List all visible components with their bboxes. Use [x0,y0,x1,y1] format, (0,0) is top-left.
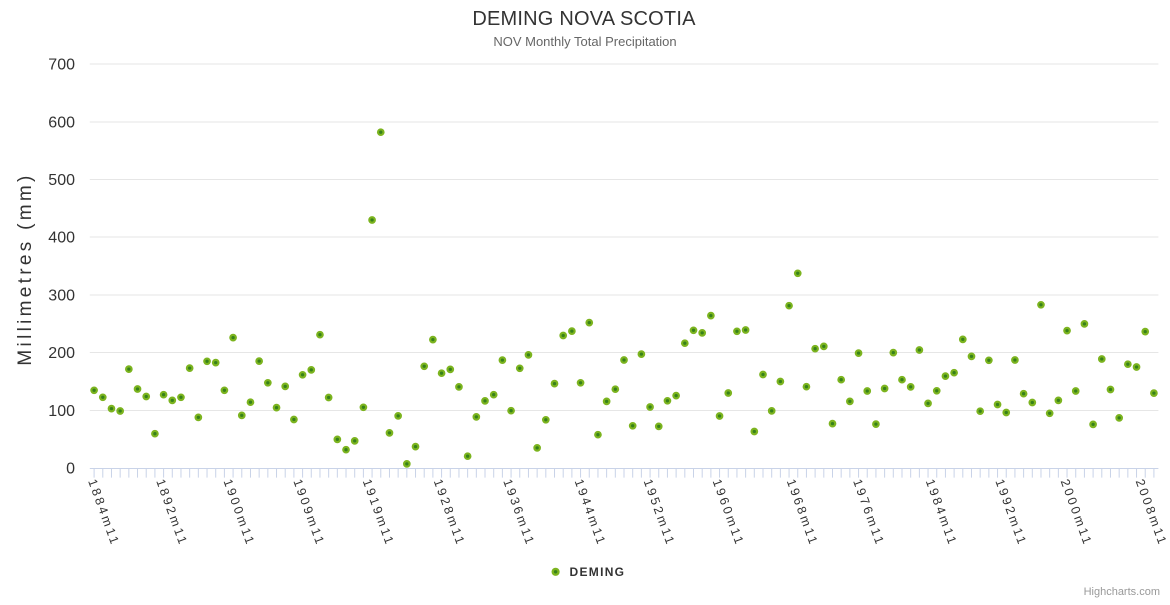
svg-text:NOV Monthly Total Precipitatio: NOV Monthly Total Precipitation [493,34,676,49]
svg-text:400: 400 [48,230,75,247]
svg-text:Highcharts.com: Highcharts.com [1084,586,1160,598]
svg-text:Millimetres (mm): Millimetres (mm) [15,172,36,365]
svg-text:300: 300 [48,287,75,304]
svg-text:DEMING: DEMING [570,565,626,579]
svg-text:200: 200 [48,345,75,362]
svg-text:DEMING NOVA SCOTIA: DEMING NOVA SCOTIA [472,8,696,30]
svg-text:700: 700 [48,57,75,74]
svg-text:500: 500 [48,172,75,189]
svg-text:100: 100 [48,403,75,420]
svg-text:0: 0 [66,461,75,478]
svg-text:600: 600 [48,114,75,131]
